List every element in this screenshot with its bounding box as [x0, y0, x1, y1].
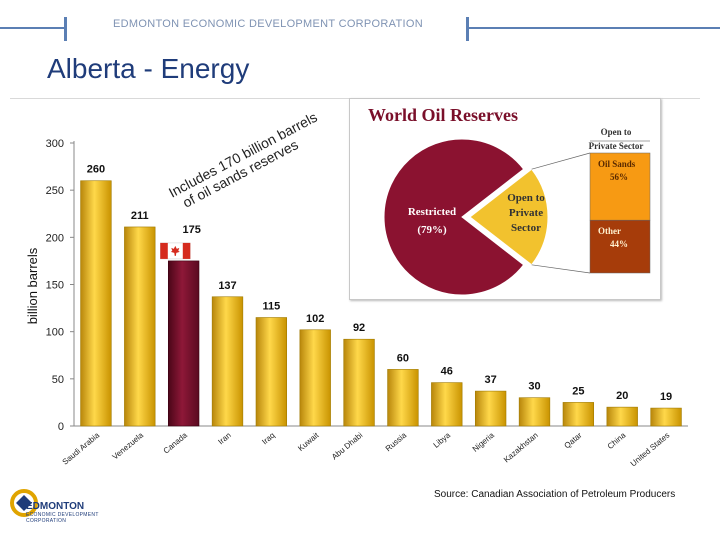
- data-label: 175: [182, 224, 200, 236]
- data-label: 102: [306, 313, 324, 325]
- header-rule-right: [468, 27, 720, 29]
- bar: [518, 397, 551, 427]
- page-title: Alberta - Energy: [47, 53, 250, 84]
- y-tick-label: 0: [58, 421, 64, 433]
- category-label: Kuwait: [296, 430, 321, 453]
- header-tick-right: [466, 17, 469, 41]
- breakdown-label: 44%: [610, 239, 628, 249]
- source-note: Source: Canadian Association of Petroleu…: [434, 489, 676, 500]
- data-label: 46: [441, 366, 453, 378]
- category-label: Libya: [432, 430, 453, 450]
- pie-slice-label: (79%): [417, 224, 447, 236]
- breakdown-header: Open to: [601, 127, 632, 137]
- pie-slice-label: Open to: [507, 192, 545, 204]
- logo-text: EDMONTON: [26, 501, 85, 512]
- data-label: 115: [262, 301, 280, 313]
- category-label: Canada: [162, 430, 190, 455]
- bar: [124, 226, 156, 427]
- data-label: 25: [572, 385, 584, 397]
- pie-slice-label: Sector: [511, 222, 541, 234]
- bar: [606, 406, 638, 427]
- data-label: 30: [528, 381, 540, 393]
- bar: [387, 369, 419, 427]
- world-oil-reserves-inset: World Oil Reserves Restricted (79%) Open to…: [349, 98, 661, 300]
- breakdown-segment: [589, 219, 651, 274]
- category-label: Russia: [384, 430, 409, 453]
- bar: [211, 296, 244, 427]
- data-label: 20: [616, 390, 628, 402]
- y-tick-label: 50: [52, 374, 64, 386]
- header-tick-left: [64, 17, 67, 41]
- bar: [474, 390, 507, 427]
- pie-slice: [383, 138, 525, 296]
- pie-slice-label: Private: [509, 207, 543, 219]
- data-label: 137: [218, 280, 236, 292]
- breakdown-label: 56%: [610, 172, 628, 182]
- data-label: 60: [397, 352, 409, 364]
- bar: [80, 180, 112, 427]
- bar: [431, 382, 463, 427]
- bar: [255, 317, 288, 427]
- edmonton-logo: EDMONTON ECONOMIC DEVELOPMENT CORPORATIO…: [8, 485, 118, 530]
- category-label: Venezuela: [111, 430, 146, 461]
- logo-subtext: ECONOMIC DEVELOPMENT: [26, 512, 99, 518]
- data-label: 37: [485, 374, 497, 386]
- breakdown-label: Other: [598, 226, 621, 236]
- bar: [343, 338, 375, 427]
- category-label: Nigeria: [471, 430, 497, 454]
- bar: [562, 402, 595, 427]
- category-label: Iraq: [260, 431, 276, 447]
- annotation-text: Includes 170 billion barrels: [166, 109, 320, 201]
- y-axis-label: billion barrels: [25, 247, 40, 324]
- maple-leaf-icon: [170, 245, 180, 256]
- y-tick-label: 300: [46, 138, 64, 150]
- connector-line: [531, 264, 591, 274]
- y-tick-label: 200: [46, 232, 64, 244]
- bar: [167, 260, 200, 427]
- category-label: Abu Dhabi: [330, 430, 365, 461]
- category-label: Saudi Arabia: [61, 430, 102, 466]
- oil-reserves-bar-chart: 0 50 100 150 200 250 300 billion barrels 260 Sau…: [25, 109, 688, 469]
- flag-band-left: [160, 242, 168, 259]
- category-label: China: [606, 430, 628, 451]
- logo-subtext-2: CORPORATION: [26, 518, 67, 524]
- y-tick-label: 250: [46, 185, 64, 197]
- y-tick-label: 100: [46, 327, 64, 339]
- category-label: Qatar: [563, 430, 584, 450]
- data-label: 92: [353, 322, 365, 334]
- pie-slice: [469, 168, 549, 266]
- y-tick-label: 150: [46, 280, 64, 292]
- bar: [299, 329, 331, 427]
- breakdown-segment: [589, 152, 651, 221]
- flag-band-right: [182, 242, 191, 259]
- logo-ring-icon: [10, 489, 38, 517]
- connector-line: [531, 152, 591, 170]
- breakdown-label: Oil Sands: [598, 159, 636, 169]
- header-rule-left: [0, 27, 66, 29]
- pie-slice-label: Restricted: [408, 206, 456, 218]
- category-label: Kazakhstan: [502, 431, 540, 465]
- logo-mark-icon: [16, 495, 32, 511]
- data-label: 211: [131, 210, 149, 222]
- bar: [650, 407, 682, 427]
- category-label: Iran: [216, 431, 232, 447]
- pie-title: World Oil Reserves: [368, 105, 518, 125]
- data-label: 260: [87, 164, 105, 176]
- data-label: 19: [660, 391, 672, 403]
- breakdown-header: Private Sector: [589, 141, 644, 151]
- world-oil-reserves-pie-chart: World Oil Reserves Restricted (79%) Open to…: [368, 105, 651, 296]
- org-name: EDMONTON ECONOMIC DEVELOPMENT CORPORATIO…: [113, 18, 423, 30]
- category-label: United States: [629, 431, 672, 469]
